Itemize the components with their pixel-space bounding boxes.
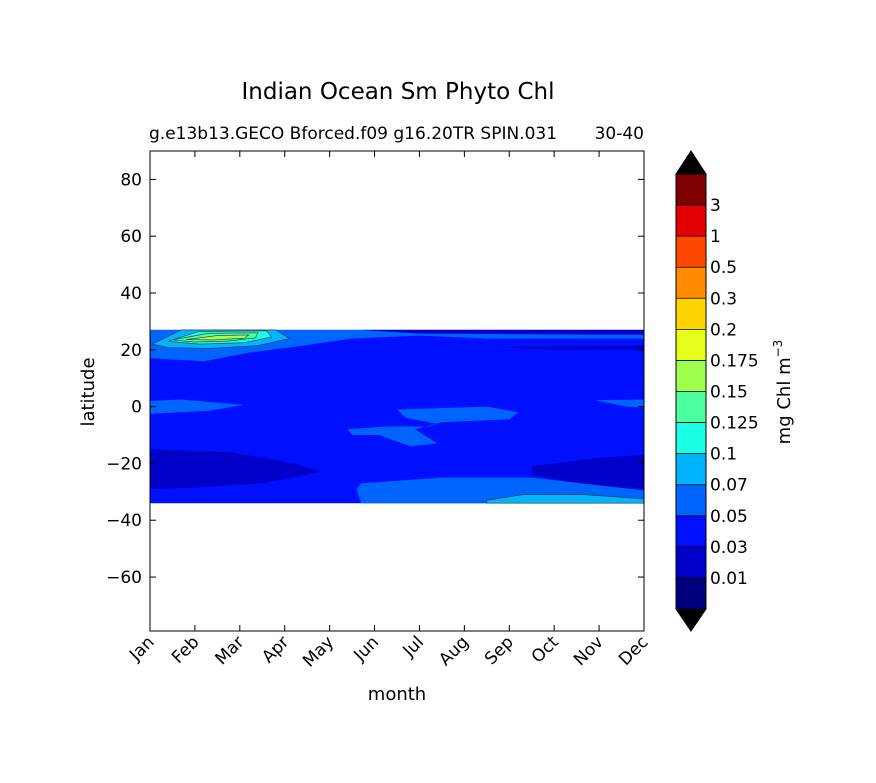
chart-subtitle-right: 30-40 <box>595 124 644 144</box>
colorbar-swatch-3 <box>676 484 706 516</box>
colorbar-label: mg Chl m−3 <box>771 340 795 445</box>
x-tick-label: Sep <box>481 632 518 669</box>
colorbar-swatch-7 <box>676 360 706 392</box>
x-tick-label: Feb <box>168 632 203 667</box>
y-tick-label: −60 <box>106 568 142 588</box>
y-tick-labels: 80 60 40 20 0 −20 −40 −60 <box>106 170 142 588</box>
colorbar-over-arrow <box>675 150 707 175</box>
y-tick-label: 0 <box>131 398 142 418</box>
colorbar-swatch-10 <box>676 267 706 299</box>
colorbar-tick-label: 0.15 <box>710 383 748 403</box>
chart-subtitle-left: g.e13b13.GECO Bforced.f09 g16.20TR SPIN.… <box>149 124 557 144</box>
colorbar-swatch-13 <box>676 174 706 206</box>
colorbar-swatch-2 <box>676 515 706 547</box>
x-tick-label: Aug <box>435 632 473 670</box>
colorbar-tick-label: 0.2 <box>710 320 737 340</box>
colorbar-label-text: mg Chl m <box>774 357 795 444</box>
y-tick-label: −20 <box>106 454 142 474</box>
colorbar-swatch-12 <box>676 205 706 237</box>
x-tick-label: Dec <box>615 632 652 669</box>
colorbar-label-exponent: −3 <box>771 340 785 358</box>
contour-blob-0.07-eq-left <box>150 399 245 414</box>
y-tick-label: 40 <box>120 284 142 304</box>
colorbar-swatch-11 <box>676 236 706 268</box>
y-axis-label: latitude <box>78 357 99 426</box>
x-tick-label: Apr <box>258 632 293 667</box>
contour-band-0.03-north-top <box>361 329 644 335</box>
colorbar-swatch-9 <box>676 298 706 330</box>
colorbar-swatch-5 <box>676 422 706 454</box>
y-tick-label: 80 <box>120 170 142 190</box>
x-tick-labels: Jan Feb Mar Apr May Jun Jul Aug Sep Oct Nov Dec <box>125 632 652 671</box>
x-tick-label: Jan <box>125 632 158 665</box>
contour-band-0.03-south-right <box>531 454 644 489</box>
contour-blob-0.175-feb <box>185 334 250 341</box>
x-tick-label: Mar <box>212 632 249 669</box>
y-tick-label: 20 <box>120 341 142 361</box>
colorbar-tick-label: 3 <box>710 196 721 216</box>
contour-blob-0.07-eq-right <box>594 399 644 408</box>
colorbar-swatch-6 <box>676 391 706 423</box>
contour-blob-0.07-mid <box>347 406 519 447</box>
contour-band-0.03-north-right <box>495 345 644 350</box>
colorbar-swatch-1 <box>676 546 706 578</box>
y-tick-label: 60 <box>120 227 142 247</box>
colorbar-tick-label: 0.05 <box>710 507 748 527</box>
contour-band-0.1-south <box>486 494 644 504</box>
x-tick-label: Oct <box>528 632 563 667</box>
x-tick-label: Jul <box>399 632 428 661</box>
colorbar-tick-label: 0.125 <box>710 414 759 434</box>
colorbar-tick-label: 0.03 <box>710 538 748 558</box>
y-tick-label: −40 <box>106 511 142 531</box>
plot-frame <box>149 150 645 632</box>
colorbar-swatch-8 <box>676 329 706 361</box>
contour-regions <box>150 329 644 504</box>
colorbar-tick-label: 0.07 <box>710 476 748 496</box>
colorbar-tick-label: 1 <box>710 227 721 247</box>
colorbar-tick-label: 0.175 <box>710 351 759 371</box>
colorbar-swatch-0 <box>676 577 706 609</box>
chart-title: Indian Ocean Sm Phyto Chl <box>241 79 554 105</box>
colorbar-tick-label: 0.01 <box>710 569 748 589</box>
x-axis-label: month <box>368 684 426 705</box>
colorbar-swatch-4 <box>676 453 706 485</box>
colorbar-under-arrow <box>675 608 707 632</box>
contour-band-0.03-south <box>150 449 321 489</box>
colorbar-tick-label: 0.3 <box>710 289 737 309</box>
x-tick-label: Nov <box>570 632 608 670</box>
colorbar-tick-label: 0.5 <box>710 258 737 278</box>
x-tick-label: Jun <box>349 632 383 666</box>
colorbar: 0.01 0.03 0.05 0.07 0.1 0.125 0.15 0.175 0.2 0.3 0… <box>675 150 759 632</box>
colorbar-tick-label: 0.1 <box>710 445 737 465</box>
x-tick-label: May <box>299 632 338 671</box>
